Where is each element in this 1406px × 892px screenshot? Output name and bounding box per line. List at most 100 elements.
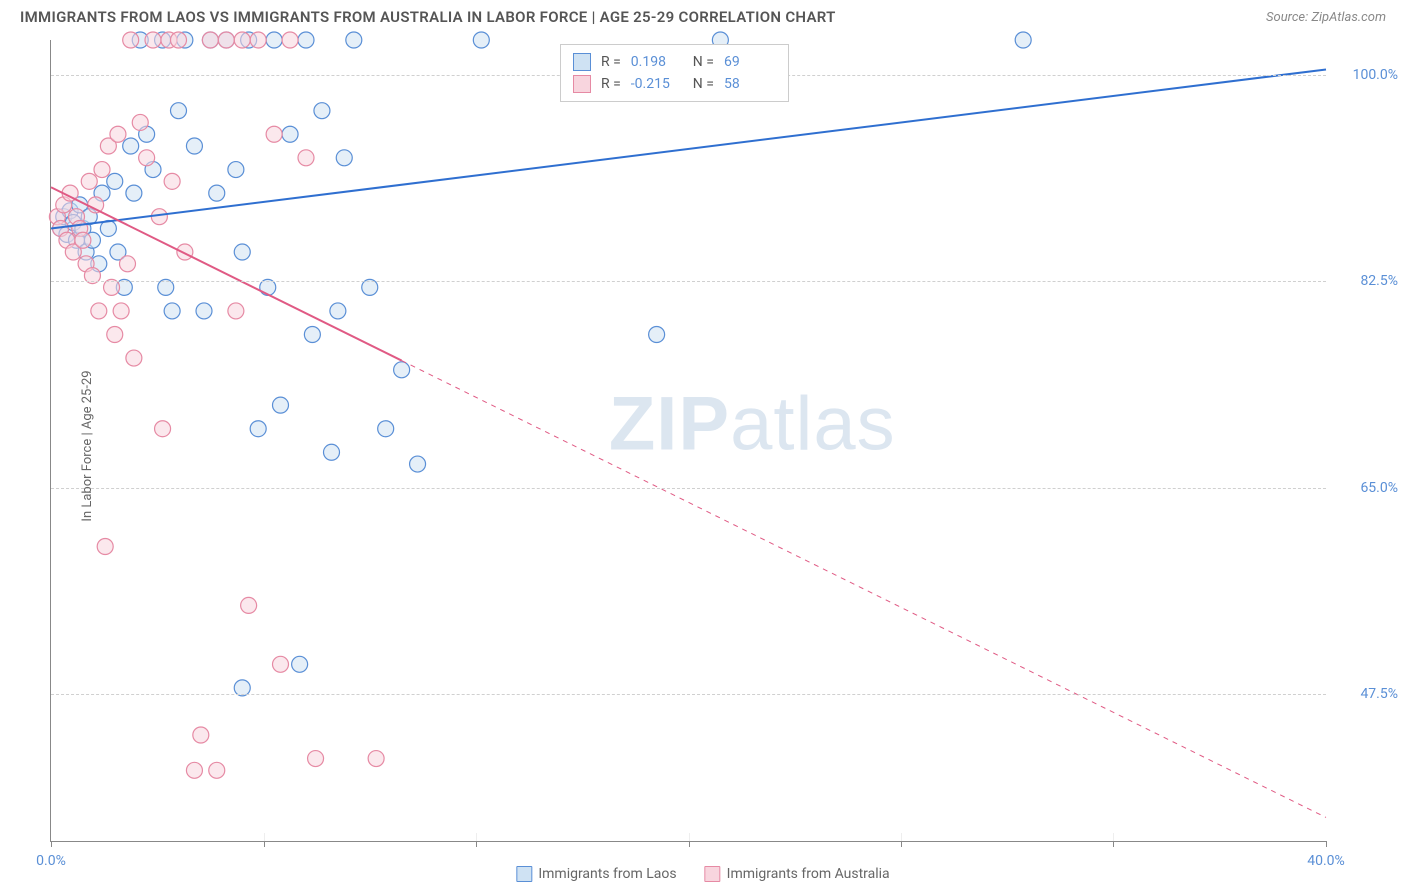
y-tick-label: 65.0% [1334, 480, 1398, 496]
legend-swatch [573, 53, 591, 71]
r-label: R = [601, 54, 621, 70]
data-point [298, 32, 314, 48]
chart-source: Source: ZipAtlas.com [1266, 10, 1386, 25]
data-point [139, 150, 155, 166]
data-point [282, 126, 298, 142]
data-point [177, 244, 193, 260]
data-point [266, 32, 282, 48]
data-point [145, 32, 161, 48]
r-label: R = [601, 76, 621, 92]
data-point [91, 303, 107, 319]
data-point [330, 303, 346, 319]
x-tick [901, 841, 902, 847]
correlation-row: R =0.198N =69 [573, 51, 776, 73]
data-point [209, 185, 225, 201]
legend-swatch [705, 866, 721, 882]
data-point [155, 421, 171, 437]
gridline-h [51, 694, 1326, 695]
plot-area [51, 40, 1326, 841]
data-point [304, 326, 320, 342]
data-point [314, 103, 330, 119]
x-tick [51, 841, 52, 847]
data-point [336, 150, 352, 166]
data-point [75, 232, 91, 248]
data-point [308, 751, 324, 767]
y-tick-label: 100.0% [1334, 67, 1398, 83]
data-point [346, 32, 362, 48]
data-point [88, 197, 104, 213]
data-point [171, 32, 187, 48]
x-tick [689, 841, 690, 847]
data-point [649, 326, 665, 342]
n-label: N = [693, 54, 714, 70]
n-value: 58 [724, 76, 776, 92]
data-point [151, 209, 167, 225]
n-label: N = [693, 76, 714, 92]
correlation-row: R = -0.215 N = 58 [573, 73, 776, 95]
data-point [202, 32, 218, 48]
gridline-h [51, 488, 1326, 489]
data-point [193, 727, 209, 743]
data-point [273, 656, 289, 672]
n-value: 69 [724, 54, 776, 70]
data-point [241, 597, 257, 613]
data-point [410, 456, 426, 472]
data-point [94, 162, 110, 178]
legend-swatch [573, 75, 591, 93]
gridline-v [264, 833, 265, 841]
data-point [132, 114, 148, 130]
gridline-v [1113, 833, 1114, 841]
data-point [473, 32, 489, 48]
data-point [394, 362, 410, 378]
legend-swatch [516, 866, 532, 882]
chart-title: IMMIGRANTS FROM LAOS VS IMMIGRANTS FROM … [20, 8, 836, 26]
data-point [218, 32, 234, 48]
regression-line-extrapolated [402, 361, 1326, 818]
data-point [164, 173, 180, 189]
y-tick-label: 47.5% [1334, 686, 1398, 702]
data-point [113, 303, 129, 319]
data-point [228, 303, 244, 319]
data-point [110, 126, 126, 142]
r-value: -0.215 [631, 76, 683, 92]
series-legend: Immigrants from Laos Immigrants from Aust… [516, 866, 889, 882]
data-point [107, 326, 123, 342]
y-tick-label: 82.5% [1334, 273, 1398, 289]
data-point [126, 185, 142, 201]
scatter-chart: ZIPatlas 47.5%65.0%82.5%100.0%0.0%40.0% [50, 40, 1326, 842]
data-point [250, 32, 266, 48]
legend-item: Immigrants from Australia [705, 866, 890, 882]
legend-item: Immigrants from Laos [516, 866, 676, 882]
data-point [171, 103, 187, 119]
data-point [123, 32, 139, 48]
gridline-v [901, 833, 902, 841]
chart-header: IMMIGRANTS FROM LAOS VS IMMIGRANTS FROM … [0, 0, 1406, 32]
data-point [164, 303, 180, 319]
data-point [378, 421, 394, 437]
data-point [298, 150, 314, 166]
data-point [234, 32, 250, 48]
data-point [234, 244, 250, 260]
data-point [126, 350, 142, 366]
data-point [324, 444, 340, 460]
data-point [209, 762, 225, 778]
x-tick [476, 841, 477, 847]
legend-label: Immigrants from Laos [538, 866, 676, 882]
gridline-v [689, 833, 690, 841]
data-point [107, 173, 123, 189]
data-point [120, 256, 136, 272]
data-point [282, 32, 298, 48]
regression-line [51, 187, 402, 360]
data-point [81, 173, 97, 189]
data-point [273, 397, 289, 413]
data-point [123, 138, 139, 154]
data-point [97, 539, 113, 555]
data-point [186, 762, 202, 778]
data-point [186, 138, 202, 154]
x-tick [264, 841, 265, 847]
x-tick-label: 40.0% [1307, 853, 1345, 869]
data-point [250, 421, 266, 437]
data-point [1015, 32, 1031, 48]
data-point [196, 303, 212, 319]
correlation-legend: R =0.198N =69R =-0.215N =58 [560, 44, 789, 102]
